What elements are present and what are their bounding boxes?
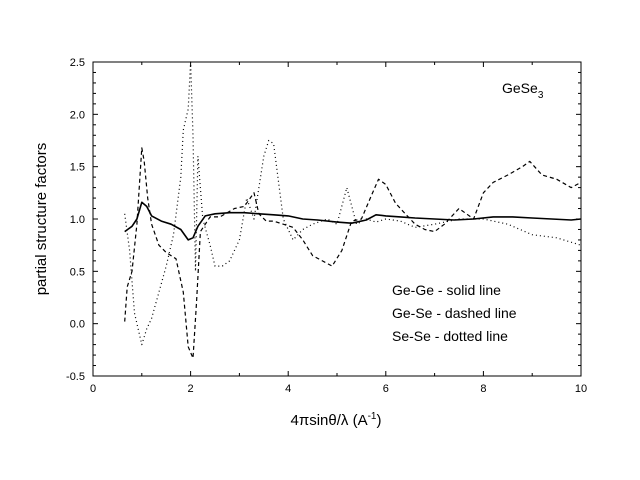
y-axis-label: partial structure factors: [33, 143, 50, 296]
x-tick-label: 2: [188, 383, 194, 395]
x-tick-label: 4: [285, 383, 291, 395]
y-tick-label: 0.5: [70, 266, 85, 278]
series-layer: [124, 61, 582, 359]
y-tick-label: 1.0: [70, 214, 85, 226]
series-se-se: [124, 61, 582, 346]
legend-text-se-se: Se-Se - dotted line: [392, 328, 508, 344]
y-tick-label: 2.5: [70, 57, 85, 69]
x-tick-label: 8: [480, 383, 486, 395]
y-tick-label: 1.5: [70, 162, 85, 174]
series-ge-se: [124, 147, 582, 359]
x-tick-label: 0: [90, 383, 96, 395]
axis-ticks: 0 2 4 6 8 10 -0.5 0.0 0.5 1.0 1.5 2.0 2.5: [66, 57, 587, 395]
x-tick-label: 10: [575, 383, 587, 395]
system-annotation: GeSe3: [502, 80, 544, 101]
legend-text-ge-se: Ge-Se - dashed line: [392, 305, 517, 321]
x-axis-label: 4πsinθ/λ (A-1): [291, 411, 382, 429]
y-tick-label: 2.0: [70, 109, 85, 121]
y-tick-label: -0.5: [66, 371, 85, 383]
x-tick-label: 6: [383, 383, 389, 395]
legend-text-ge-ge: Ge-Ge - solid line: [392, 282, 501, 298]
y-tick-label: 0.0: [70, 319, 85, 331]
series-ge-ge: [124, 201, 582, 241]
